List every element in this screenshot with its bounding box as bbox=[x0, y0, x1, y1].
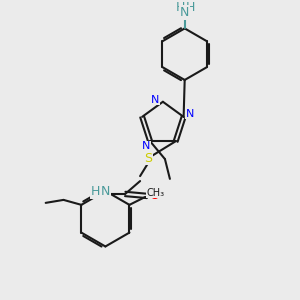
Text: S: S bbox=[144, 152, 152, 165]
Text: H: H bbox=[176, 1, 185, 14]
Text: N: N bbox=[142, 141, 150, 151]
Text: N: N bbox=[151, 95, 159, 105]
Text: O: O bbox=[149, 189, 159, 203]
Text: H: H bbox=[186, 1, 195, 14]
Text: CH₃: CH₃ bbox=[146, 188, 164, 198]
Text: H: H bbox=[91, 185, 100, 199]
Text: N: N bbox=[180, 6, 189, 19]
Text: N: N bbox=[185, 109, 194, 119]
Text: N: N bbox=[101, 185, 110, 199]
